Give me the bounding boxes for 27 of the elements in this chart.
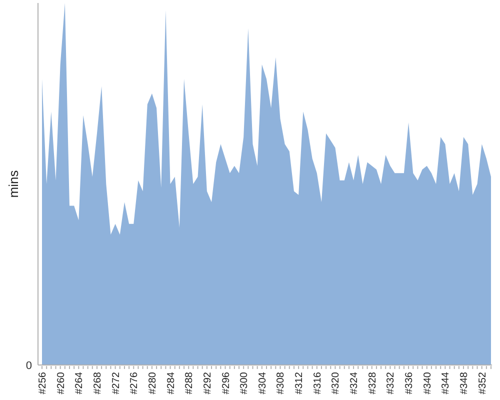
x-tick-label: #348 [459, 372, 470, 394]
x-tick-label: #352 [477, 372, 488, 394]
x-tick-label: #316 [312, 372, 324, 394]
x-tick-label: #336 [404, 372, 416, 394]
x-tick-label: #276 [129, 372, 140, 394]
x-tick-label: #288 [184, 372, 196, 394]
x-tick-label: #296 [220, 372, 232, 394]
x-tick-label: #332 [386, 372, 397, 394]
x-tick-label: #328 [367, 372, 378, 394]
x-tick-label: #320 [330, 372, 342, 394]
x-tick-label: #300 [239, 372, 250, 394]
x-tick-label: #344 [440, 372, 452, 394]
x-tick-label: #256 [38, 372, 48, 394]
text: 0 [26, 360, 32, 372]
x-tick-label: #264 [74, 372, 86, 394]
x-tick-label: #308 [276, 372, 287, 394]
x-tick-label: #312 [294, 372, 306, 394]
y-axis-title: mins [6, 170, 21, 198]
x-tick-label: #280 [147, 372, 158, 394]
x-tick-label: #340 [422, 372, 434, 394]
x-tick-label: #324 [349, 372, 360, 394]
x-tick-label: #292 [202, 372, 214, 394]
x-tick-label: #272 [110, 372, 122, 394]
x-tick-label: #304 [257, 372, 268, 394]
x-tick-label: #268 [92, 372, 104, 394]
x-tick-label: #284 [166, 372, 177, 394]
x-tick-label: #260 [56, 372, 67, 394]
